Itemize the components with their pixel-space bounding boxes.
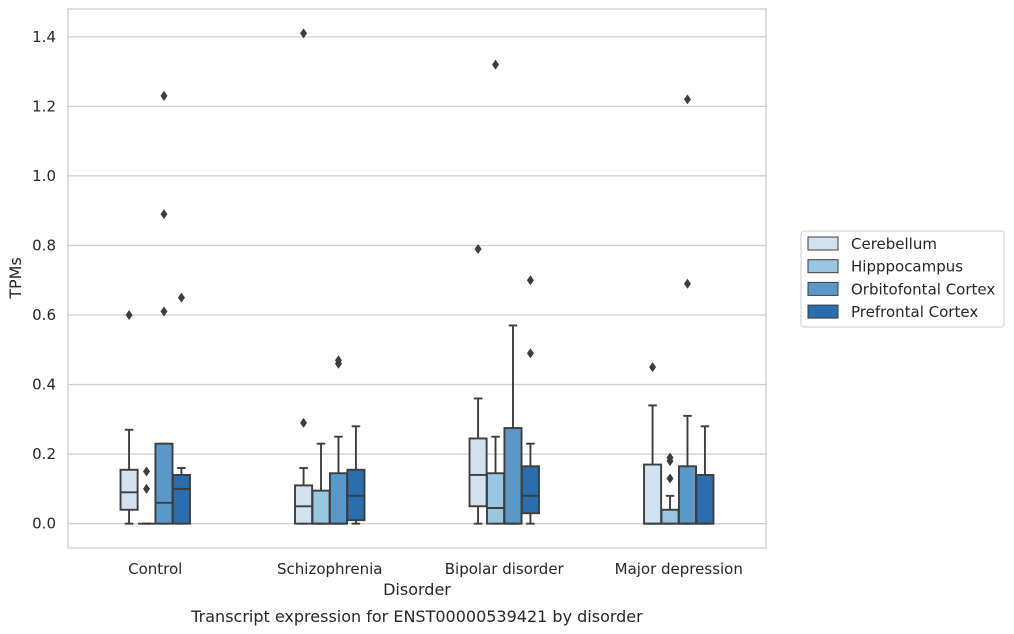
outlier-point (160, 306, 168, 317)
chart-caption: Transcript expression for ENST0000053942… (190, 607, 643, 626)
x-tick-labels: Control Schizophrenia Bipolar disorder Majo… (128, 560, 743, 578)
legend-label: Orbitofontal Cortex (851, 280, 995, 298)
outlier-point (160, 209, 168, 220)
y-tick-label: 0.6 (32, 306, 56, 324)
box-prefrontal-cortex (346, 425, 366, 525)
legend: Cerebellum Hipppocampus Orbitofontal Corte… (800, 230, 1005, 328)
box-body (468, 437, 488, 508)
boxes (119, 28, 715, 525)
y-tick-label: 1.2 (32, 97, 56, 115)
box-body (677, 465, 697, 525)
y-tick-labels: 0.0 0.2 0.4 0.6 0.8 1.0 1.2 1.4 (32, 28, 56, 533)
legend-label: Hipppocampus (851, 258, 963, 276)
outlier-point (474, 243, 482, 254)
x-tick-label: Schizophrenia (277, 560, 382, 578)
y-tick-label: 0.2 (32, 445, 56, 463)
outlier-point (492, 59, 500, 70)
box-orbitofontal-cortex (154, 90, 174, 525)
y-tick-label: 1.4 (32, 28, 56, 46)
box-body (328, 472, 348, 525)
outlier-point (666, 452, 674, 463)
box-prefrontal-cortex (695, 425, 715, 525)
legend-label: Prefrontal Cortex (851, 303, 978, 321)
y-tick-label: 0.4 (32, 376, 56, 394)
outlier-point (526, 275, 534, 286)
outlier-point (526, 348, 534, 359)
x-axis-label: Disorder (383, 580, 451, 599)
box-hipppocampus (486, 59, 506, 525)
y-tick-label: 1.0 (32, 167, 56, 185)
outlier-point (683, 94, 691, 105)
outlier-point (177, 292, 185, 303)
box-body (294, 484, 314, 525)
legend-swatch (807, 281, 839, 296)
box-hipppocampus (311, 442, 331, 525)
box-body (660, 508, 680, 525)
box-body (154, 442, 174, 525)
legend-label: Cerebellum (851, 235, 937, 253)
box-orbitofontal-cortex (328, 355, 348, 525)
x-tick-label: Control (128, 560, 182, 578)
x-tick-label: Bipolar disorder (445, 560, 565, 578)
box-cerebellum (119, 310, 139, 525)
outlier-point (334, 355, 342, 366)
box-body (311, 489, 331, 525)
legend-swatch (807, 304, 839, 319)
y-tick-label: 0.8 (32, 236, 56, 254)
box-body (171, 474, 191, 525)
y-tick-label: 0.0 (32, 515, 56, 533)
box-cerebellum (468, 243, 488, 525)
box-cerebellum (294, 28, 314, 525)
outlier-point (143, 483, 151, 494)
y-axis-label: TPMs (6, 257, 25, 300)
box-prefrontal-cortex (520, 275, 540, 525)
box-hipppocampus (660, 452, 680, 525)
x-tick-label: Major depression (615, 560, 743, 578)
box-body (520, 465, 540, 515)
box-cerebellum (643, 362, 663, 525)
box-orbitofontal-cortex (677, 94, 697, 525)
legend-swatch (807, 259, 839, 274)
box-body (119, 468, 139, 511)
box-orbitofontal-cortex (503, 324, 523, 525)
outlier-point (683, 278, 691, 289)
outlier-point (143, 466, 151, 477)
legend-swatch (807, 236, 839, 251)
box-body (695, 474, 715, 525)
outlier-point (666, 473, 674, 484)
outlier-point (160, 90, 168, 101)
outlier-point (300, 417, 308, 428)
outlier-point (300, 28, 308, 39)
box-body (486, 472, 506, 525)
outlier-point (125, 310, 133, 321)
box-hipppocampus (137, 466, 156, 525)
legend-frame (800, 230, 1005, 328)
box-body (503, 427, 523, 525)
box-prefrontal-cortex (171, 292, 191, 525)
box-body (643, 463, 663, 525)
plot-frame (67, 8, 767, 549)
grid-lines (68, 36, 766, 525)
outlier-point (649, 362, 657, 373)
